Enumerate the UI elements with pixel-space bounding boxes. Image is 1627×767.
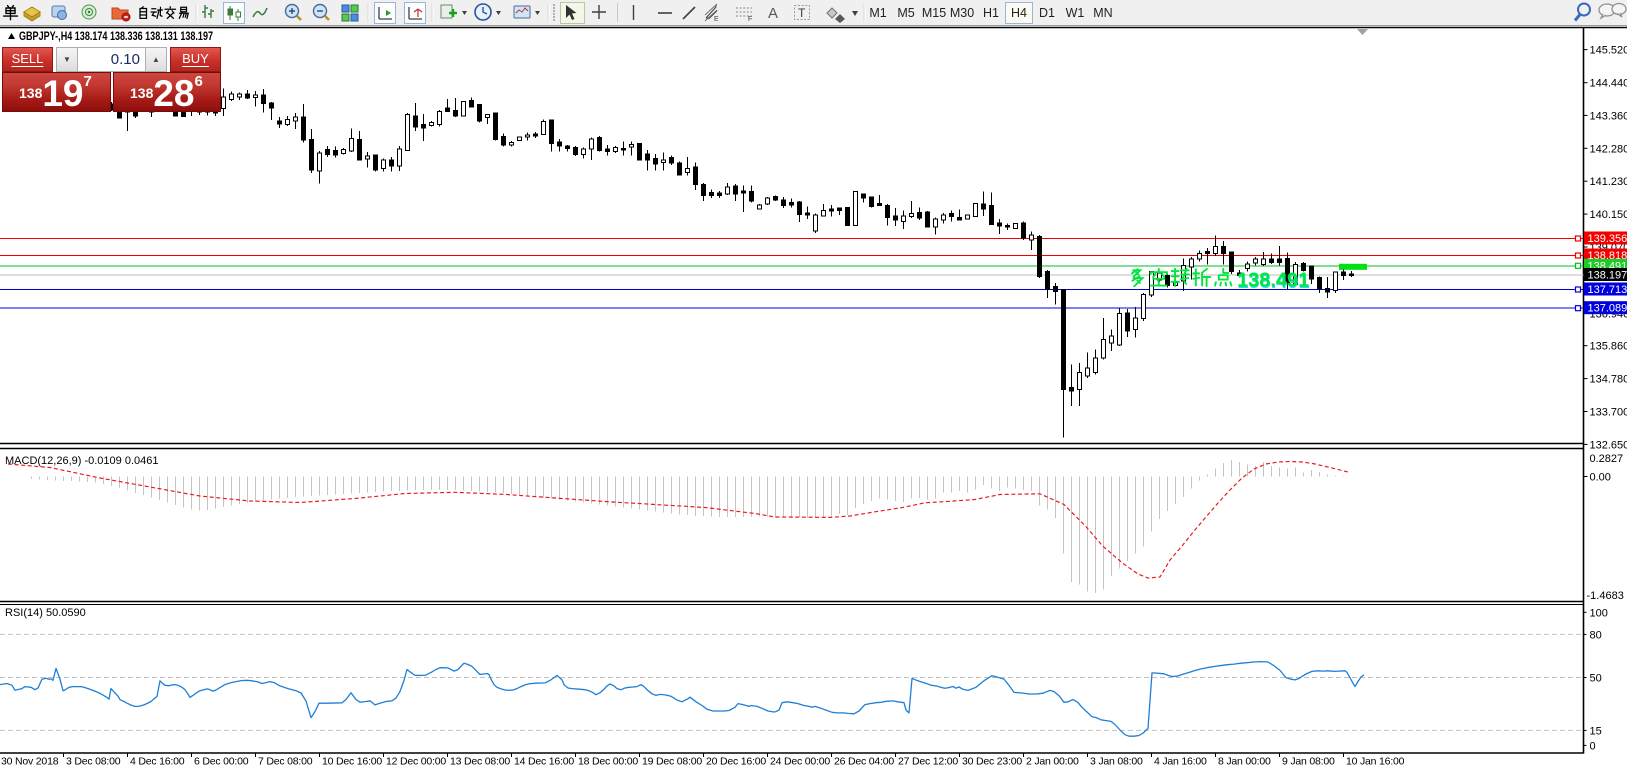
svg-text:H4: H4 [1011, 6, 1027, 20]
svg-text:139.356: 139.356 [1588, 233, 1627, 245]
svg-text:0.2827: 0.2827 [1590, 453, 1624, 465]
svg-text:137.713: 137.713 [1588, 284, 1627, 296]
svg-text:140.150: 140.150 [1590, 209, 1627, 221]
svg-text:19 Dec 08:00: 19 Dec 08:00 [642, 756, 702, 767]
svg-text:145.520: 145.520 [1590, 45, 1627, 57]
svg-text:132.650: 132.650 [1590, 439, 1627, 451]
svg-text:RSI(14) 50.0590: RSI(14) 50.0590 [5, 607, 86, 619]
svg-text:100: 100 [1590, 607, 1608, 619]
svg-text:6 Dec 00:00: 6 Dec 00:00 [194, 756, 249, 767]
svg-text:0.00: 0.00 [1590, 472, 1611, 484]
svg-text:12 Dec 00:00: 12 Dec 00:00 [386, 756, 446, 767]
svg-text:D1: D1 [1039, 6, 1055, 20]
svg-text:W1: W1 [1066, 6, 1085, 20]
svg-text:80: 80 [1590, 629, 1602, 641]
svg-text:M15: M15 [922, 6, 946, 20]
svg-text:141.230: 141.230 [1590, 176, 1627, 188]
svg-text:133.700: 133.700 [1590, 407, 1627, 419]
svg-text:2 Jan 00:00: 2 Jan 00:00 [1026, 756, 1079, 767]
svg-text:142.280: 142.280 [1590, 143, 1627, 155]
svg-text:18 Dec 00:00: 18 Dec 00:00 [578, 756, 638, 767]
svg-text:H1: H1 [983, 6, 999, 20]
svg-text:20 Dec 16:00: 20 Dec 16:00 [706, 756, 766, 767]
svg-text:30 Nov 2018: 30 Nov 2018 [1, 756, 59, 767]
svg-text:T: T [798, 6, 806, 20]
svg-text:30 Dec 23:00: 30 Dec 23:00 [962, 756, 1022, 767]
svg-text:9 Jan 08:00: 9 Jan 08:00 [1282, 756, 1335, 767]
svg-text:138.491: 138.491 [1238, 271, 1310, 293]
svg-text:3 Dec 08:00: 3 Dec 08:00 [66, 756, 121, 767]
svg-text:27 Dec 12:00: 27 Dec 12:00 [898, 756, 958, 767]
svg-text:GBPJPY-,H4 138.174 138.336 13: GBPJPY-,H4 138.174 138.336 138.131 138.1… [19, 31, 213, 43]
svg-text:26 Dec 04:00: 26 Dec 04:00 [834, 756, 894, 767]
svg-text:50: 50 [1590, 673, 1602, 685]
svg-text:144.440: 144.440 [1590, 78, 1627, 90]
svg-text:MN: MN [1093, 6, 1112, 20]
svg-text:4 Jan 16:00: 4 Jan 16:00 [1154, 756, 1207, 767]
svg-text:138.197: 138.197 [1588, 270, 1627, 282]
svg-text:10 Dec 16:00: 10 Dec 16:00 [322, 756, 382, 767]
svg-text:137.089: 137.089 [1588, 303, 1627, 315]
svg-text:10 Jan 16:00: 10 Jan 16:00 [1346, 756, 1405, 767]
svg-text:138.491: 138.491 [1237, 269, 1309, 291]
svg-text:24 Dec 00:00: 24 Dec 00:00 [770, 756, 830, 767]
svg-text:7 Dec 08:00: 7 Dec 08:00 [258, 756, 313, 767]
svg-text:3 Jan 08:00: 3 Jan 08:00 [1090, 756, 1143, 767]
svg-text:13 Dec 08:00: 13 Dec 08:00 [450, 756, 510, 767]
svg-text:E: E [714, 16, 719, 23]
svg-text:-1.4683: -1.4683 [1587, 590, 1624, 602]
svg-text:A: A [768, 5, 778, 22]
svg-text:14 Dec 16:00: 14 Dec 16:00 [514, 756, 574, 767]
svg-text:8 Jan 00:00: 8 Jan 00:00 [1218, 756, 1271, 767]
svg-text:M5: M5 [897, 6, 914, 20]
svg-text:134.780: 134.780 [1590, 374, 1627, 386]
svg-text:MACD(12,26,9) -0.0109 0.0461: MACD(12,26,9) -0.0109 0.0461 [5, 455, 158, 467]
svg-text:F: F [748, 16, 752, 23]
svg-text:4 Dec 16:00: 4 Dec 16:00 [130, 756, 185, 767]
svg-text:M1: M1 [869, 6, 886, 20]
svg-text:15: 15 [1590, 725, 1602, 737]
svg-text:M30: M30 [950, 6, 974, 20]
svg-text:0: 0 [1590, 740, 1596, 752]
svg-text:143.360: 143.360 [1590, 110, 1627, 122]
svg-text:135.860: 135.860 [1590, 341, 1627, 353]
